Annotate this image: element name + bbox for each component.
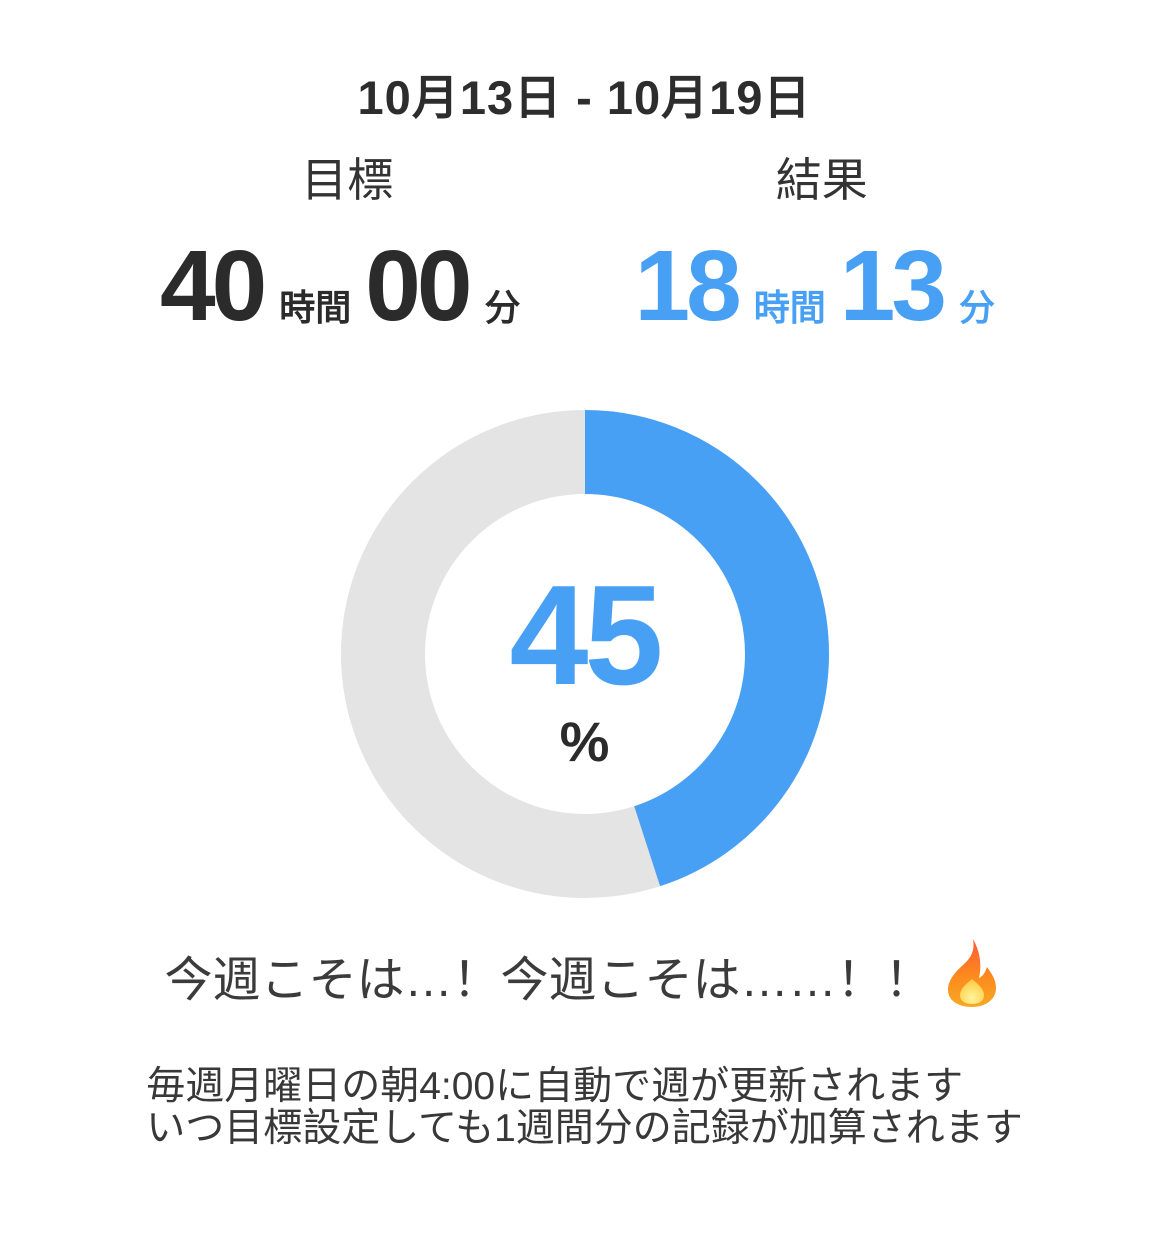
progress-ring-arc bbox=[340, 410, 829, 898]
result-column: 結果 18 時間 13 分 bbox=[585, 150, 1060, 358]
weekly-goal-screen: 10月13日 - 10月19日 目標 40 時間 00 分 結果 18 時間 1… bbox=[0, 70, 1169, 1233]
goal-hours-unit: 時間 bbox=[279, 287, 352, 328]
goal-column: 目標 40 時間 00 分 bbox=[110, 150, 585, 358]
result-minutes-value: 13 bbox=[839, 230, 947, 342]
result-hours-value: 18 bbox=[634, 230, 742, 342]
date-range-title: 10月13日 - 10月19日 bbox=[357, 71, 812, 124]
goal-value: 40 時間 00 分 bbox=[110, 236, 585, 358]
footnote: 毎週月曜日の朝4:00に自動で週が更新されます いつ目標設定しても1週間分の記録… bbox=[146, 1066, 1023, 1150]
progress-donut-chart: 45 % bbox=[340, 410, 829, 898]
progress-donut-svg bbox=[340, 410, 829, 898]
goal-minutes-unit: 分 bbox=[484, 287, 521, 328]
result-hours-unit: 時間 bbox=[753, 287, 826, 328]
footnote-line-1: 毎週月曜日の朝4:00に自動で週が更新されます bbox=[146, 1065, 964, 1108]
result-value: 18 時間 13 分 bbox=[585, 236, 1060, 358]
result-minutes-unit: 分 bbox=[958, 287, 995, 328]
goal-minutes-value: 00 bbox=[365, 230, 472, 342]
result-label: 結果 bbox=[775, 154, 868, 206]
footnote-line-2: いつ目標設定しても1週間分の記録が加算されます bbox=[146, 1107, 1023, 1150]
goal-label: 目標 bbox=[301, 154, 394, 206]
fire-emoji-icon bbox=[939, 938, 1005, 1024]
goal-hours-value: 40 bbox=[160, 230, 267, 342]
motivation-message-text: 今週こそは…！今週こそは……！！ bbox=[164, 954, 933, 1007]
motivation-message: 今週こそは…！今週こそは……！！ bbox=[0, 938, 1169, 1024]
stats-row: 目標 40 時間 00 分 結果 18 時間 13 分 bbox=[110, 150, 1059, 358]
